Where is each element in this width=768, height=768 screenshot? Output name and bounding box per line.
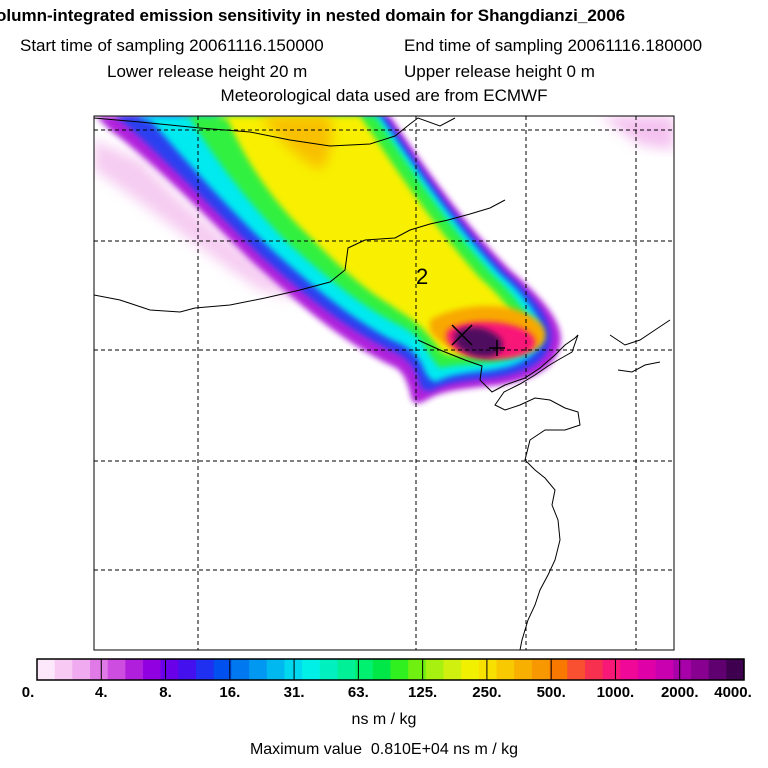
map-frame	[93, 115, 675, 651]
start-time: Start time of sampling 20061116.150000	[20, 36, 324, 55]
border-north	[94, 117, 456, 147]
release-label: 2	[416, 264, 428, 289]
coast-gulf	[417, 334, 579, 393]
plume-haze	[94, 140, 300, 300]
plume-core-yellow	[215, 116, 519, 356]
colorbar-tick-label: 63.	[347, 684, 369, 701]
lower-release-height: Lower release height 20 m	[107, 62, 308, 81]
plume-layer	[94, 116, 674, 404]
cross-marker-icon	[451, 324, 473, 346]
colorbar-unit: ns m / kg	[351, 711, 417, 728]
met-data-source: Meteorological data used are from ECMWF	[220, 86, 548, 105]
colorbar-tick-label: 31.	[283, 684, 305, 701]
colorbar-tick-label: 4.	[95, 684, 108, 701]
border-west	[94, 199, 506, 313]
colorbar-tick-label: 2000.	[660, 684, 699, 701]
colorbar-tick-label: 250.	[472, 684, 502, 701]
colorbar-tick-label: 1000.	[596, 684, 635, 701]
coast-peninsula-south	[617, 361, 661, 373]
gridlines	[94, 116, 674, 650]
colorbar-tick-label: 8.	[159, 684, 172, 701]
upper-release-height: Upper release height 0 m	[404, 62, 595, 81]
map-title: olumn-integrated emission sensitivity in…	[0, 6, 626, 25]
colorbar-tick-label: 125.	[408, 684, 438, 701]
plus-marker-icon	[489, 340, 505, 356]
end-time: End time of sampling 20061116.180000	[404, 36, 703, 55]
colorbar-tick-label: 500.	[536, 684, 566, 701]
coast-peninsula	[609, 319, 671, 346]
colorbar-tick-label: 4000.	[714, 684, 752, 701]
max-value: Maximum value 0.810E+04 ns m / kg	[249, 741, 519, 758]
plume-haze-ne	[600, 116, 674, 150]
colorbar-tick-label: 16.	[219, 684, 241, 701]
colorbar-tick-label: 0.	[21, 684, 35, 701]
coastlines	[94, 117, 671, 650]
coast-east	[494, 334, 581, 650]
